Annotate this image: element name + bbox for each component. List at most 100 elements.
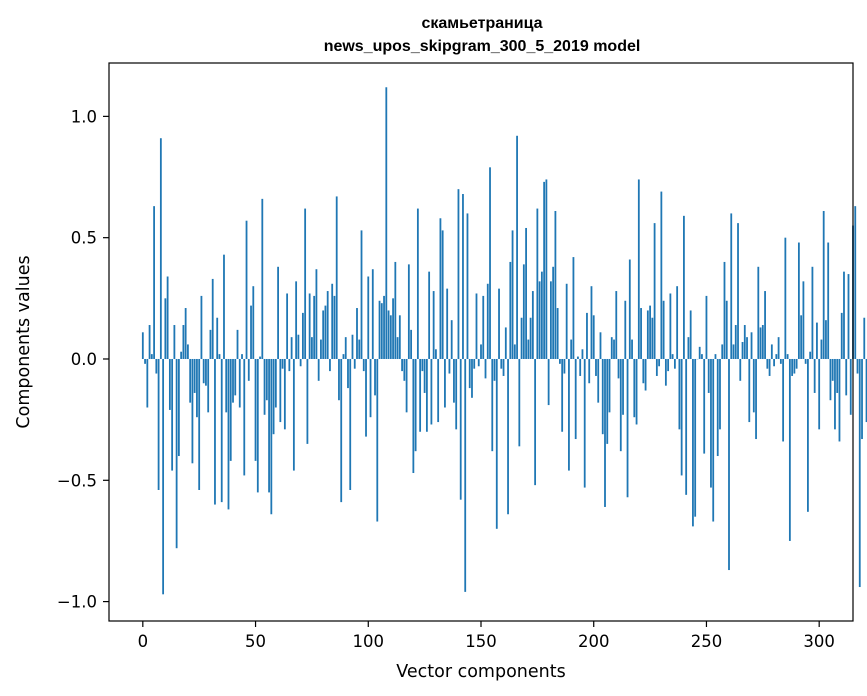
bar <box>256 358 259 493</box>
bar <box>259 356 261 359</box>
x-axis-label: Vector components <box>396 662 565 682</box>
bar <box>673 358 676 369</box>
bar <box>495 358 498 529</box>
bar <box>238 358 241 408</box>
bar <box>547 358 550 406</box>
bar <box>631 339 633 359</box>
bar <box>764 291 766 359</box>
bar <box>825 320 827 359</box>
bar <box>624 300 627 359</box>
bar <box>601 358 604 435</box>
bar <box>617 358 620 379</box>
bar <box>619 358 622 452</box>
bar <box>306 358 309 444</box>
bar <box>757 266 760 359</box>
bar <box>759 327 762 359</box>
bar <box>520 317 523 359</box>
bar <box>387 310 390 359</box>
bar <box>725 300 728 359</box>
bar <box>504 327 507 359</box>
bar <box>326 291 329 359</box>
bar <box>263 358 266 415</box>
bar <box>561 358 564 432</box>
bar <box>635 358 638 425</box>
bar <box>595 358 597 376</box>
bar <box>559 358 561 364</box>
bar <box>667 358 670 372</box>
bar <box>459 358 462 500</box>
bar <box>865 358 867 423</box>
bar <box>340 358 343 503</box>
bar <box>610 337 613 359</box>
bar <box>464 358 467 592</box>
bar <box>680 358 683 476</box>
bar <box>685 358 688 495</box>
bar <box>480 344 482 359</box>
bar <box>288 358 291 372</box>
bar <box>786 354 789 359</box>
bar <box>707 358 710 393</box>
bar <box>423 358 426 393</box>
bar <box>534 358 537 486</box>
bar <box>500 358 503 369</box>
bar <box>398 315 401 359</box>
bar <box>342 354 345 359</box>
bar <box>531 291 534 359</box>
bar <box>157 358 160 490</box>
x-tick-label: 100 <box>353 632 385 651</box>
bar <box>416 208 419 359</box>
bar <box>653 223 656 359</box>
bar <box>385 87 388 359</box>
bar <box>141 332 144 359</box>
bar <box>290 337 293 359</box>
bar <box>863 317 866 359</box>
bar <box>577 356 579 359</box>
bar <box>486 283 489 359</box>
bar <box>737 223 739 359</box>
bar <box>250 305 252 359</box>
bar <box>683 215 685 359</box>
bar <box>608 358 611 413</box>
bar <box>669 293 672 359</box>
bar <box>522 264 525 359</box>
bar <box>437 358 440 423</box>
x-tick-label: 50 <box>245 632 266 651</box>
bar <box>529 317 532 359</box>
bar <box>182 325 185 359</box>
bar <box>509 261 512 359</box>
bar <box>556 308 559 359</box>
bar <box>664 358 667 386</box>
bar <box>196 358 198 418</box>
bar <box>453 358 455 403</box>
bar <box>552 266 555 359</box>
bar <box>477 358 480 367</box>
bar <box>849 358 852 415</box>
bar <box>265 358 268 401</box>
bar <box>721 344 724 359</box>
bar <box>166 276 169 359</box>
bar <box>797 242 800 359</box>
bar <box>809 351 812 359</box>
bar <box>281 358 284 369</box>
bar <box>189 358 192 403</box>
bar <box>148 325 151 359</box>
bar <box>338 358 340 401</box>
bar <box>202 358 205 384</box>
bar <box>311 337 313 359</box>
bar <box>150 354 153 359</box>
bar <box>245 220 248 359</box>
bar <box>748 358 751 423</box>
bar <box>775 354 778 359</box>
bar <box>441 230 444 359</box>
bar <box>457 189 460 359</box>
bar <box>820 339 823 359</box>
bar <box>473 358 476 369</box>
bar <box>358 339 361 359</box>
bar <box>410 329 413 359</box>
y-axis-label: Components values <box>14 255 34 428</box>
bar <box>723 261 726 359</box>
bar <box>565 283 568 359</box>
bar <box>766 358 769 369</box>
bar <box>568 358 570 471</box>
